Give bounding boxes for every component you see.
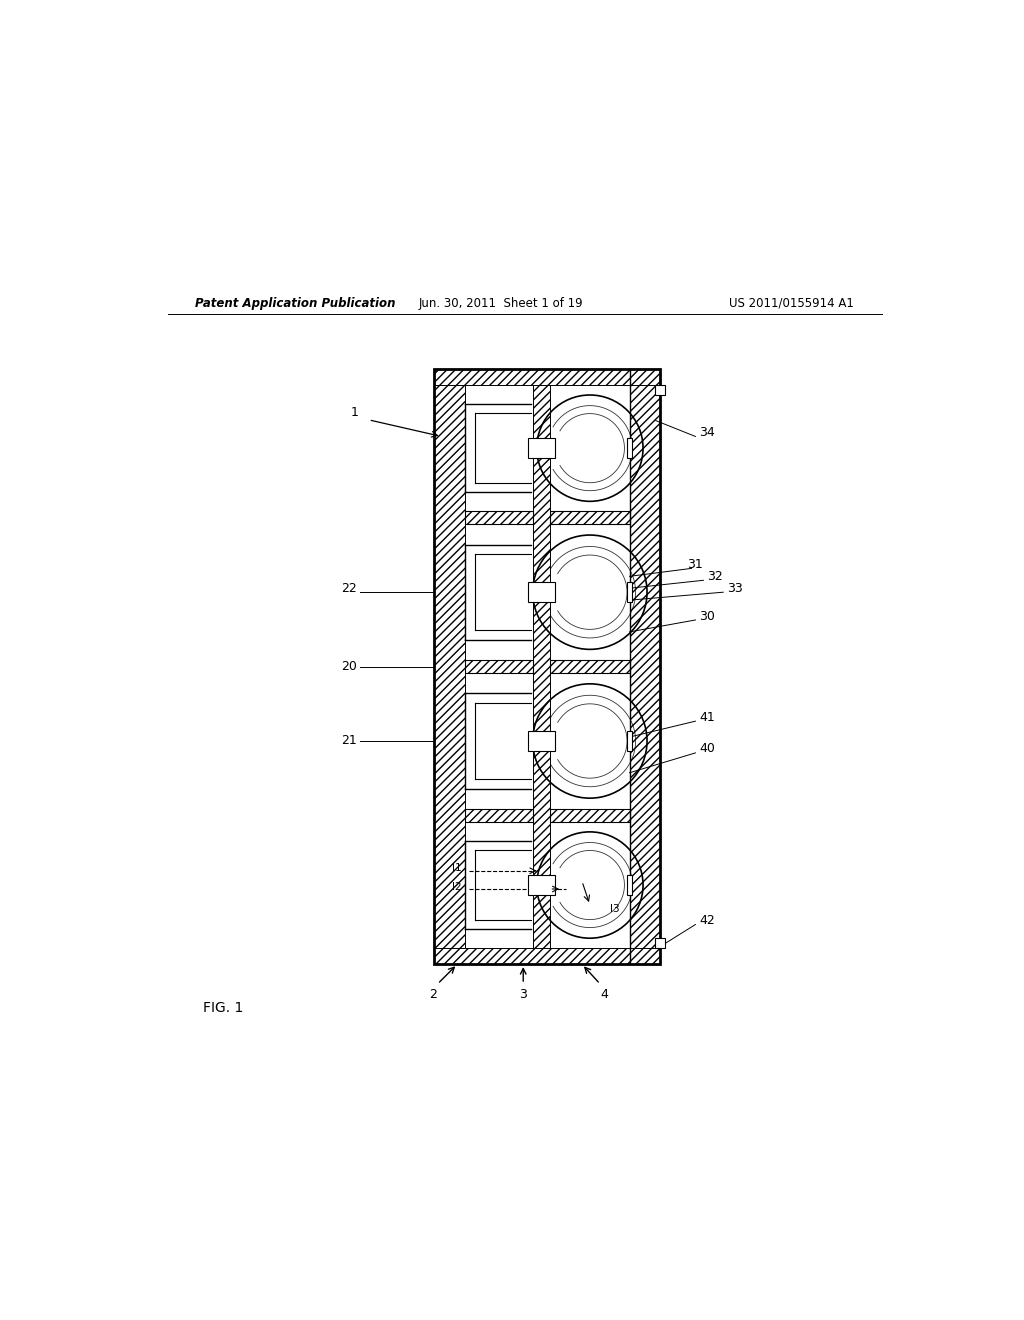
Text: Jun. 30, 2011  Sheet 1 of 19: Jun. 30, 2011 Sheet 1 of 19 (419, 297, 584, 310)
Text: 41: 41 (699, 710, 715, 723)
Text: FIG. 1: FIG. 1 (204, 1001, 244, 1015)
Bar (550, 511, 630, 524)
Bar (550, 809, 630, 822)
Bar (433, 370, 659, 385)
Bar (550, 660, 630, 673)
Text: I2: I2 (452, 882, 461, 891)
Text: 33: 33 (727, 582, 743, 595)
Text: 40: 40 (699, 742, 716, 755)
Bar (433, 948, 659, 964)
Bar (465, 809, 532, 822)
Bar (654, 939, 665, 948)
Text: I3: I3 (609, 904, 620, 913)
Text: 42: 42 (699, 913, 715, 927)
Text: 22: 22 (341, 582, 356, 595)
Bar (465, 511, 532, 524)
Bar (528, 438, 555, 458)
Text: Patent Application Publication: Patent Application Publication (196, 297, 396, 310)
Bar (550, 511, 630, 524)
Bar (528, 731, 555, 751)
Text: 20: 20 (341, 660, 356, 673)
Bar (532, 370, 550, 964)
Bar (627, 438, 632, 458)
Bar (433, 370, 465, 964)
Text: 3: 3 (519, 987, 527, 1001)
Bar (528, 875, 555, 895)
Text: 1: 1 (350, 407, 358, 420)
Bar (550, 809, 630, 822)
Text: 31: 31 (687, 558, 703, 572)
Bar (465, 511, 532, 524)
Bar (630, 370, 659, 964)
Bar (465, 660, 532, 673)
Bar (528, 582, 555, 602)
Text: 32: 32 (708, 570, 723, 583)
Bar (654, 385, 665, 395)
Text: I1: I1 (452, 863, 461, 874)
Bar (627, 731, 632, 751)
Bar (627, 875, 632, 895)
Text: 2: 2 (430, 987, 437, 1001)
Bar (465, 660, 532, 673)
Bar (550, 660, 630, 673)
Bar (627, 582, 632, 602)
Text: 30: 30 (699, 610, 716, 623)
Text: US 2011/0155914 A1: US 2011/0155914 A1 (729, 297, 854, 310)
Text: 4: 4 (600, 987, 608, 1001)
Bar (433, 370, 659, 964)
Text: 34: 34 (699, 426, 715, 440)
Bar (465, 809, 532, 822)
Text: 21: 21 (341, 734, 356, 747)
